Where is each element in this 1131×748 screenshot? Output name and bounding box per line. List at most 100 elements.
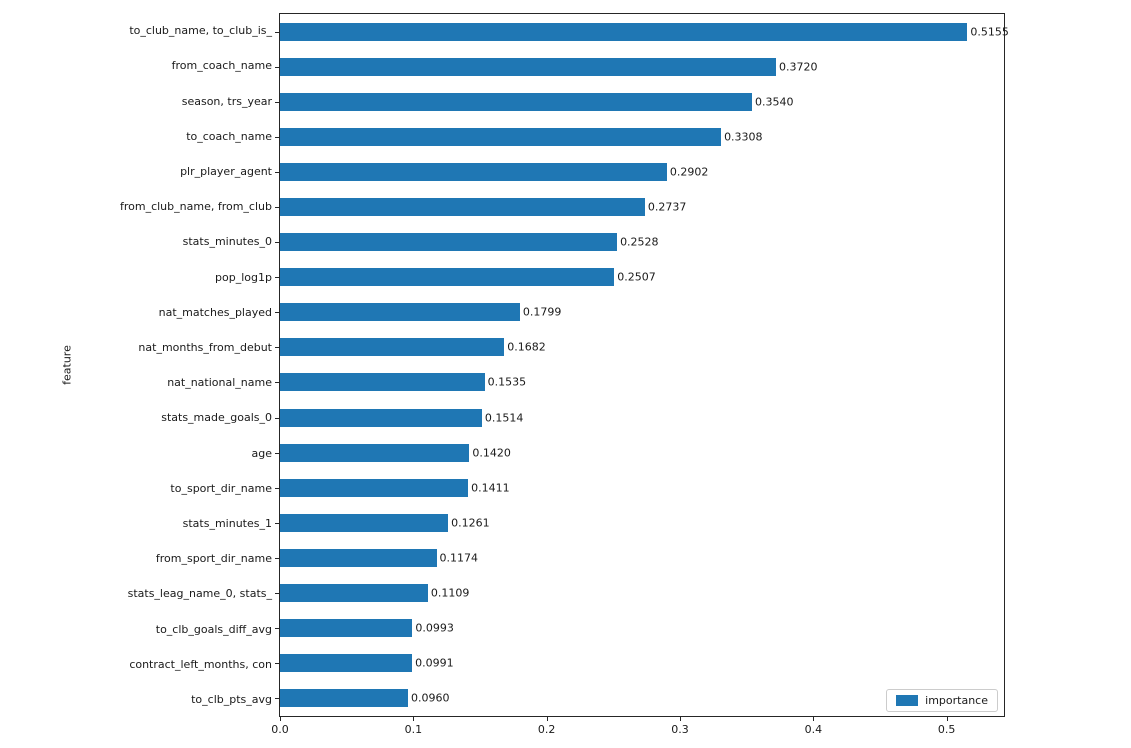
bar-value-label: 0.2507	[617, 270, 656, 284]
category-label: to_coach_name	[186, 129, 272, 143]
category-label: stats_leag_name_0, stats_	[127, 587, 272, 601]
x-tick-mark	[280, 717, 281, 721]
category-label: to_sport_dir_name	[170, 481, 272, 495]
importance-bar	[280, 689, 408, 708]
bar-row: 0.0991	[275, 646, 1004, 681]
importance-bar	[280, 619, 413, 638]
bar-row: 0.2507	[275, 260, 1004, 295]
category-label: season, trs_year	[181, 94, 272, 108]
x-tick-mark	[680, 717, 681, 721]
y-tick-mark	[275, 382, 279, 384]
category-label: pop_log1p	[215, 270, 272, 284]
bar-row: 0.1514	[275, 400, 1004, 435]
category-label: from_club_name, from_club	[119, 200, 272, 214]
bar-row: 0.1411	[275, 470, 1004, 505]
category-label: to_clb_goals_diff_avg	[155, 622, 272, 636]
bar-value-label: 0.1799	[522, 305, 562, 319]
bar-value-label: 0.2902	[669, 165, 709, 179]
x-tick-mark	[413, 717, 415, 721]
legend-swatch-icon	[896, 695, 919, 706]
y-tick-mark	[275, 31, 279, 33]
bar-value-label: 0.1420	[472, 446, 511, 460]
category-label: stats_made_goals_0	[161, 411, 272, 425]
bar-value-label: 0.1682	[507, 340, 546, 354]
y-tick-mark	[275, 66, 279, 68]
bar-value-label: 0.2737	[647, 200, 687, 214]
bar-row: 0.3540	[275, 84, 1004, 119]
importance-bar	[280, 654, 413, 673]
importance-bar	[280, 373, 485, 392]
bar-row: 0.3308	[275, 119, 1004, 154]
importance-bar	[280, 408, 482, 427]
importance-bar	[280, 478, 469, 497]
y-tick-mark	[275, 347, 279, 349]
y-tick-mark	[275, 242, 279, 244]
bar-value-label: 0.0993	[415, 621, 454, 635]
bar-value-label: 0.2528	[620, 235, 659, 249]
y-tick-mark	[275, 628, 279, 630]
category-label: nat_months_from_debut	[138, 340, 272, 354]
y-tick-mark	[275, 593, 279, 595]
bar-value-label: 0.3308	[724, 130, 763, 144]
bar-row: 0.1420	[275, 435, 1004, 470]
x-tick-mark	[546, 717, 548, 721]
bar-value-label: 0.1261	[451, 516, 490, 530]
bar-row: 0.5155	[275, 14, 1009, 49]
bar-row: 0.1682	[275, 330, 1004, 365]
legend: importance	[886, 689, 998, 712]
importance-bar	[280, 22, 968, 41]
category-label: from_coach_name	[171, 59, 272, 73]
bar-value-label: 0.1411	[471, 481, 510, 495]
category-label: nat_matches_played	[158, 305, 272, 319]
bar-row: 0.1109	[275, 576, 1004, 611]
legend-label: importance	[925, 694, 988, 707]
importance-bar	[280, 548, 437, 567]
importance-bar	[280, 513, 449, 532]
y-axis-category-labels: to_club_name, to_club_is_ from_coach_name…	[0, 13, 272, 717]
category-label: stats_minutes_1	[182, 516, 272, 530]
importance-bar	[280, 443, 470, 462]
importance-bar	[280, 127, 722, 146]
category-label: from_sport_dir_name	[155, 552, 272, 566]
bar-row: 0.1799	[275, 295, 1004, 330]
importance-bar	[280, 233, 618, 252]
bar-value-label: 0.1514	[484, 411, 524, 425]
y-tick-mark	[275, 417, 279, 419]
x-tick-label: 0.5	[937, 723, 956, 736]
y-tick-mark	[275, 277, 279, 279]
plot-area: 0.5155 0.3720 0.3540 0.3308 0.2902 0.2737 0.25…	[271, 13, 1009, 735]
importance-bar	[280, 162, 667, 181]
category-label: to_clb_pts_avg	[191, 692, 272, 706]
importance-bar	[280, 268, 615, 287]
bar-value-label: 0.5155	[970, 25, 1009, 39]
category-label: to_club_name, to_club_is_	[129, 24, 272, 38]
x-tick-mark	[946, 717, 948, 721]
x-tick-mark	[813, 717, 815, 721]
y-tick-mark	[275, 663, 279, 665]
bar-row: 0.3720	[275, 49, 1004, 84]
importance-bar	[280, 92, 752, 111]
importance-bar	[280, 584, 428, 603]
y-tick-mark	[275, 698, 279, 700]
bar-value-label: 0.3720	[779, 60, 818, 74]
bar-value-label: 0.0991	[415, 656, 454, 670]
x-tick-label: 0.3	[671, 723, 689, 736]
importance-bar	[280, 338, 505, 357]
category-label: stats_minutes_0	[182, 235, 272, 249]
bar-row: 0.0993	[275, 611, 1004, 646]
bar-value-label: 0.1174	[439, 551, 479, 565]
importance-bar	[280, 198, 645, 217]
y-tick-mark	[275, 136, 279, 138]
category-label: age	[251, 446, 273, 460]
category-label: nat_national_name	[167, 376, 272, 390]
y-tick-mark	[275, 312, 279, 314]
importance-bar	[280, 303, 520, 322]
bar-row: 0.1261	[275, 505, 1004, 540]
bar-row: 0.1174	[275, 540, 1004, 575]
y-tick-mark	[275, 522, 279, 524]
bar-row: 0.2528	[275, 225, 1004, 260]
y-tick-mark	[275, 171, 279, 173]
bar-row: 0.1535	[275, 365, 1004, 400]
importance-bar	[280, 57, 776, 76]
